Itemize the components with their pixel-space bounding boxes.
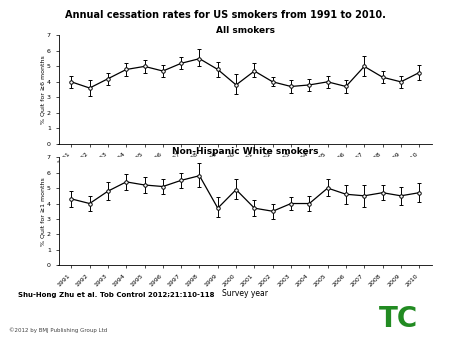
Y-axis label: % Quit for ≥6 months: % Quit for ≥6 months (40, 55, 45, 124)
Y-axis label: % Quit for ≥1 months: % Quit for ≥1 months (40, 177, 45, 246)
X-axis label: Survey year: Survey year (222, 289, 268, 298)
Text: Shu-Hong Zhu et al. Tob Control 2012;21:110-118: Shu-Hong Zhu et al. Tob Control 2012;21:… (18, 292, 215, 298)
Title: Non-Hispanic White smokers: Non-Hispanic White smokers (172, 147, 319, 156)
Text: ©2012 by BMJ Publishing Group Ltd: ©2012 by BMJ Publishing Group Ltd (9, 327, 107, 333)
Text: Annual cessation rates for US smokers from 1991 to 2010.: Annual cessation rates for US smokers fr… (64, 10, 386, 20)
Text: TC: TC (379, 305, 418, 333)
Title: All smokers: All smokers (216, 26, 275, 35)
